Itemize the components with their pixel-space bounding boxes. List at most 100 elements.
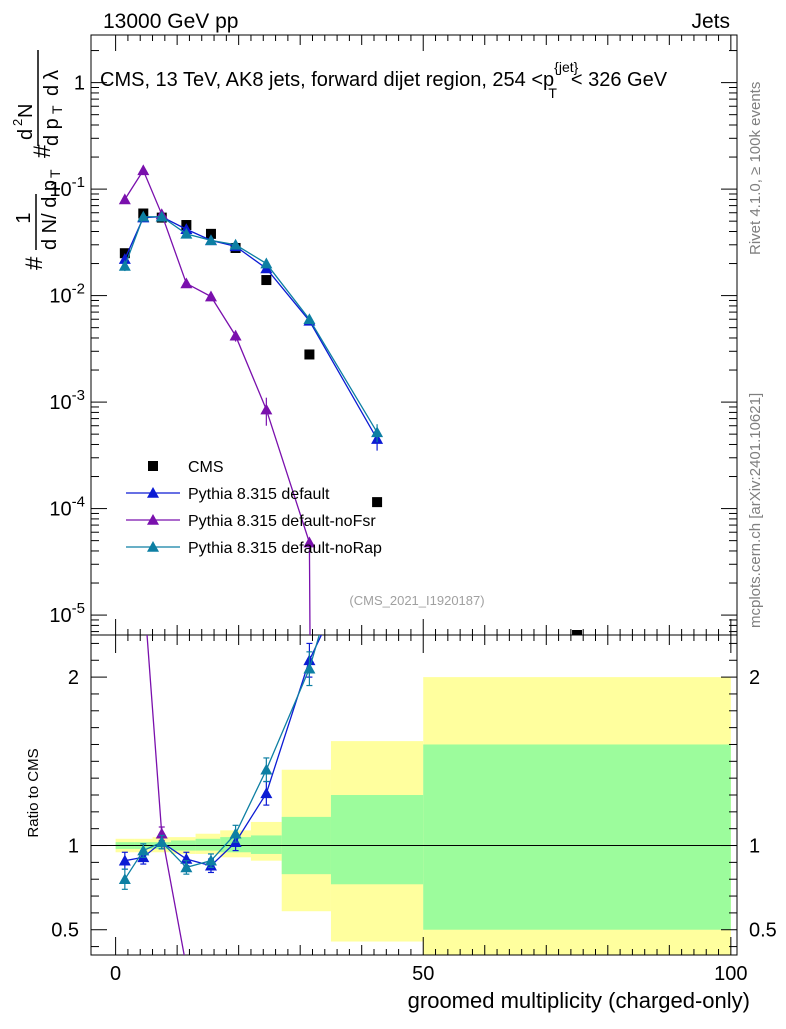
svg-text:T: T [47,169,63,178]
ratio-point-noRap [118,873,131,885]
ratio-axis-ticks: 0.5 0.5 1 1 2 2 0 50 100 [51,635,777,985]
data-point-noFsr [204,290,217,302]
data-point-noRap [204,234,217,246]
svg-text:λ: λ [41,70,63,80]
ratio-y-axis-label: Ratio to CMS [25,748,42,837]
ratio-point-noRap [155,836,168,847]
series-line-noFsr [124,168,311,635]
data-point-noFsr [229,329,242,341]
main-y-tick-label: 10-4 [49,494,85,521]
legend-marker-default [147,487,159,498]
ratio-y-tick-label: 1 [68,836,79,858]
data-point-noFsr [137,164,150,176]
data-point-cms [372,497,383,508]
data-point-noFsr [303,536,316,548]
svg-text:d: d [15,129,37,140]
ratio-series-noRap [118,635,320,890]
svg-text:#: # [29,144,56,158]
legend-entry-noRap: Pythia 8.315 default-noRap [126,540,382,557]
legend-entry-default: Pythia 8.315 default [126,486,330,503]
ratio-y-tick-label: 0.5 [51,920,79,942]
svg-text:d N/ d p: d N/ d p [39,180,61,250]
ratio-y-tick-label-right: 1 [749,836,760,858]
ratio-y-tick-label: 2 [68,667,79,689]
legend-marker-cms [148,461,158,471]
ratio-point-noRap [204,854,217,866]
data-point-cms [261,275,272,286]
series-line-default [124,216,378,440]
legend: CMS Pythia 8.315 default Pythia 8.315 defa… [126,459,382,557]
data-point-default [118,253,131,264]
x-tick-label: 0 [110,963,121,985]
ratio-y-tick-label-right: 0.5 [749,920,777,942]
legend-label-noFsr: Pythia 8.315 default-noFsr [188,513,376,530]
data-point-noRap [260,257,273,269]
data-point-cms [304,349,315,360]
header-left: 13000 GeV pp [103,10,238,33]
ratio-point-noRap [260,763,273,775]
series-cms [119,208,583,635]
main-y-axis-label: # 1 d N/ d p T # d 2 N d p T d λ [10,50,65,270]
band-green-bin [423,744,731,930]
legend-entry-cms: CMS [148,459,224,476]
legend-marker-noRap [147,541,159,552]
main-series-layer [118,164,583,635]
mcplots-label: mcplots.cern.ch [arXiv:2401.10621] [747,393,764,628]
analysis-watermark: (CMS_2021_I1920187) [349,593,484,608]
main-y-tick-label: 1 [74,73,85,95]
ratio-point-noRap [180,861,193,873]
header-right: Jets [691,10,730,33]
svg-text:d: d [41,85,63,96]
ratio-uncertainty-bands [115,677,731,955]
main-axis-ticks: 10-5 10-4 10-3 10-2 10-1 1 [49,35,737,635]
ratio-point-noRap [229,827,242,839]
ratio-point-noRap [137,844,150,856]
rivet-label: Rivet 4.1.0, ≥ 100k events [747,82,764,255]
legend-label-cms: CMS [188,459,224,476]
x-tick-label: 100 [714,963,747,985]
series-noRap [118,210,384,443]
series-default [118,210,384,451]
data-point-noFsr [260,403,273,415]
ratio-point-default [260,787,273,799]
band-green-bin [195,838,221,851]
x-axis-label: groomed multiplicity (charged-only) [408,988,750,1013]
data-point-cms [205,228,216,239]
svg-text:#: # [21,256,48,270]
svg-text:T: T [49,105,65,114]
ratio-point-noRap [303,662,316,674]
data-point-noRap [137,210,150,222]
ratio-y-tick-label-right: 2 [749,667,760,689]
data-point-noRap [229,238,242,250]
legend-marker-noFsr [147,514,159,525]
main-y-tick-label: 10-1 [49,174,85,201]
x-tick-label: 50 [412,963,434,985]
main-y-tick-label: 10-5 [49,600,85,627]
legend-label-default: Pythia 8.315 default [188,486,330,503]
main-y-tick-label: 10-2 [49,281,85,308]
svg-text:2: 2 [10,119,25,126]
data-point-noRap [118,259,131,271]
svg-text:d p: d p [41,118,63,146]
svg-text:N: N [15,104,37,118]
ratio-point-default [118,854,131,866]
data-point-noFsr [180,277,193,289]
legend-label-noRap: Pythia 8.315 default-noRap [188,540,382,557]
data-point-noRap [180,227,193,239]
main-y-tick-label: 10-3 [49,387,85,414]
ratio-series-layer [118,635,323,955]
legend-entry-noFsr: Pythia 8.315 default-noFsr [126,513,376,530]
series-line-noRap [124,216,378,433]
band-green-bin [330,795,424,885]
data-point-cms [572,630,583,635]
chart-title: CMS, 13 TeV, AK8 jets, forward dijet reg… [100,59,668,101]
svg-text:1: 1 [13,212,35,223]
series-noFsr [118,164,316,635]
chart-title-text: CMS, 13 TeV, AK8 jets, forward dijet reg… [100,59,668,101]
band-green-bin [250,835,282,854]
ratio-line-noFsr [146,635,185,955]
data-point-noRap [371,426,384,438]
data-point-noFsr [118,193,131,205]
